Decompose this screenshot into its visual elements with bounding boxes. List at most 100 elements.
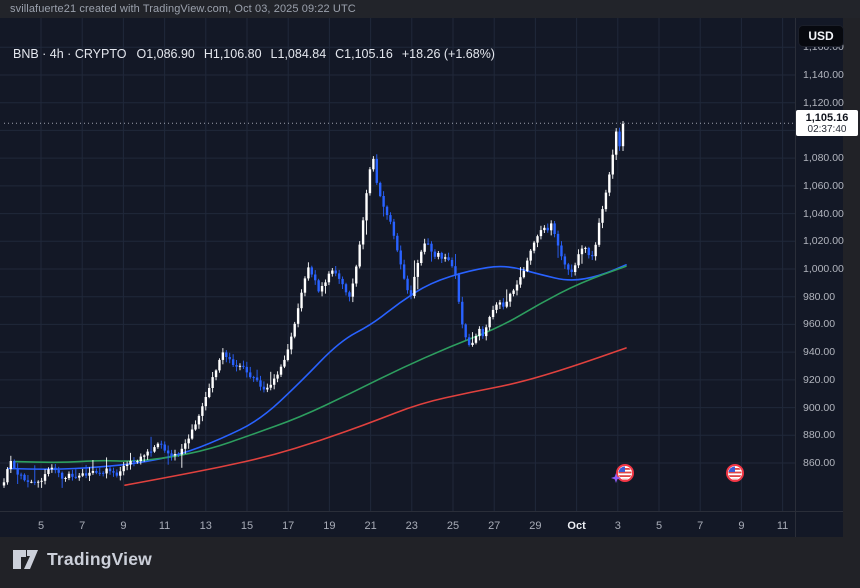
candle <box>443 253 447 262</box>
candle-body <box>173 454 177 456</box>
time-tick-label: 13 <box>199 520 212 532</box>
candle-body <box>16 468 19 475</box>
candle <box>146 449 149 460</box>
candle <box>190 424 194 440</box>
candle-body <box>91 471 95 473</box>
ma-line-ma-fast-blue[interactable] <box>7 264 627 470</box>
candle <box>399 245 402 270</box>
tradingview-logo[interactable]: TradingView <box>12 548 152 571</box>
candle-body <box>467 337 471 345</box>
candle <box>67 471 71 481</box>
candle <box>550 220 553 236</box>
candle <box>84 464 88 479</box>
candle-body <box>413 276 416 296</box>
candle-body <box>474 336 478 343</box>
candle-body <box>611 154 614 175</box>
candle-body <box>204 397 207 407</box>
candle <box>50 464 54 473</box>
time-tick-label: 11 <box>776 520 789 532</box>
candle-body <box>573 265 577 272</box>
candle-body <box>88 472 91 476</box>
candle-body <box>536 236 539 243</box>
candle-body <box>553 223 556 234</box>
candle <box>9 455 13 473</box>
candle-body <box>218 359 221 371</box>
price-tick-label: 1,120.00 <box>803 96 844 109</box>
price-axis[interactable]: 1,160.00 1,140.00 1,120.00 1,080.00 1,060.00… <box>796 18 844 511</box>
change-value: +18.26 (+1.68%) <box>401 47 495 61</box>
candle <box>214 369 218 381</box>
candle-body <box>187 438 190 444</box>
candle <box>166 445 170 465</box>
candle-body <box>358 244 361 267</box>
candle <box>57 466 60 478</box>
candle-body <box>450 260 454 267</box>
candle-body <box>78 475 81 478</box>
price-tick-label: 1,080.00 <box>803 152 844 165</box>
candle <box>324 279 327 294</box>
time-axis[interactable]: 5 7 9 11 13 15 17 19 21 23 25 27 29 Oct 3 5 7 9 11 <box>0 18 795 537</box>
candle <box>614 128 618 160</box>
symbol-title[interactable]: BNB · 4h · CRYPTO <box>13 47 127 61</box>
candle <box>108 466 112 475</box>
candle-body <box>314 274 317 281</box>
candle <box>122 462 125 476</box>
candle <box>331 268 334 277</box>
price-tick-label: 1,060.00 <box>803 179 844 192</box>
time-tick-label: 17 <box>282 520 295 532</box>
candle <box>115 469 119 478</box>
candle <box>368 167 372 196</box>
candle-body <box>279 366 283 375</box>
candle-body <box>184 443 187 449</box>
candle-body <box>597 222 601 245</box>
candle-body <box>526 260 529 271</box>
last-price-tag: 1,105.16 02:37:40 <box>796 110 858 136</box>
currency-toggle-button[interactable]: USD <box>798 25 844 47</box>
candle-body <box>491 309 495 317</box>
tradingview-logo-icon <box>13 550 38 569</box>
candle <box>71 469 74 481</box>
candle <box>478 326 481 341</box>
candle-body <box>334 270 337 274</box>
candle-body <box>153 447 156 452</box>
ma-line-ma-long-red[interactable] <box>124 347 627 486</box>
candle-body <box>2 482 6 486</box>
candle <box>539 225 543 240</box>
price-chart[interactable] <box>0 18 795 511</box>
candle-body <box>382 196 385 207</box>
candle-body <box>13 461 16 469</box>
ma-line-ma-mid-green[interactable] <box>13 265 627 464</box>
candle <box>344 282 348 296</box>
candle-body <box>591 255 594 257</box>
candle <box>546 223 549 233</box>
candle-body <box>502 302 505 307</box>
candle <box>461 296 464 329</box>
candle <box>19 472 23 480</box>
grid-lines <box>0 18 795 511</box>
candle-body <box>550 223 553 231</box>
candle-body <box>365 193 368 221</box>
time-tick-label: 27 <box>488 520 501 532</box>
candle <box>221 348 225 365</box>
candle <box>303 276 307 297</box>
candle-body <box>245 366 249 373</box>
candle <box>389 212 392 225</box>
candle-body <box>443 257 447 259</box>
economic-event-icon[interactable] <box>726 464 744 482</box>
candle <box>269 371 272 391</box>
candle-body <box>461 301 464 325</box>
candle <box>184 439 187 454</box>
candle-body <box>392 221 396 236</box>
economic-event-icon[interactable] <box>616 464 634 482</box>
candle <box>74 469 78 479</box>
candle <box>16 463 19 484</box>
candle <box>218 358 221 373</box>
candle <box>348 290 351 302</box>
candle-body <box>409 290 413 296</box>
candle <box>252 375 255 382</box>
attribution-text: svillafuerte21 created with TradingView.… <box>10 3 356 15</box>
candle-body <box>252 377 255 379</box>
candle-body <box>485 327 488 337</box>
candle-body <box>214 370 218 378</box>
price-tick-label: 980.00 <box>803 290 836 303</box>
